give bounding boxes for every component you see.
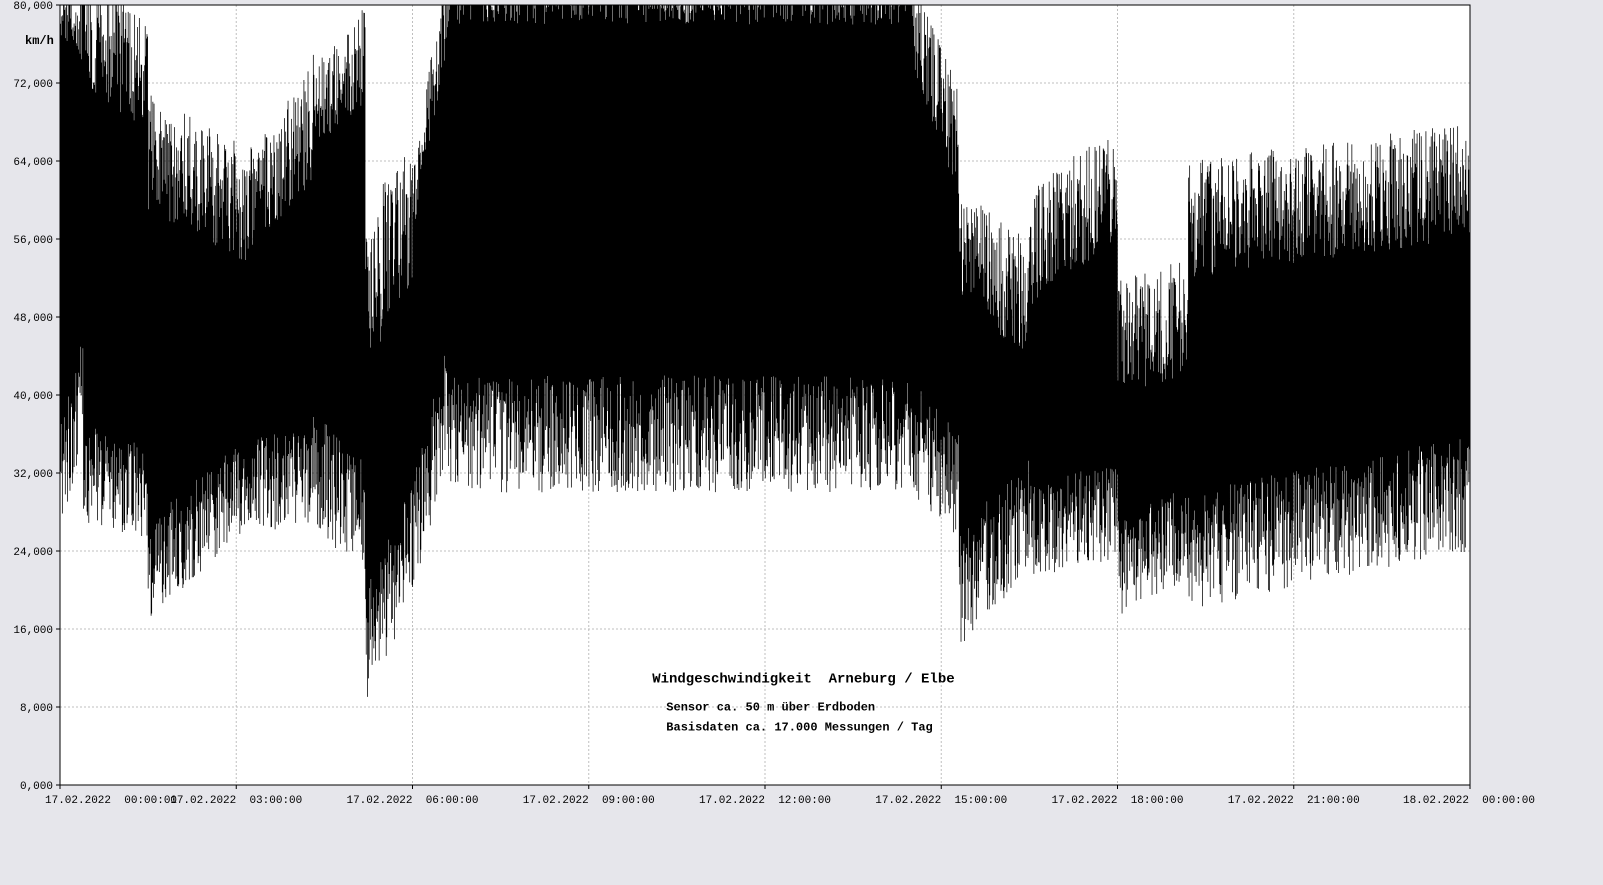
- ytick-label: 32,000: [13, 469, 53, 481]
- xtick-label: 17.02.2022 18:00:00: [1051, 795, 1183, 807]
- xtick-label: 17.02.2022 15:00:00: [875, 795, 1007, 807]
- ytick-label: 40,000: [13, 391, 53, 403]
- xtick-label: 17.02.2022 00:00:00: [45, 795, 177, 807]
- xtick-label: 17.02.2022 09:00:00: [523, 795, 655, 807]
- ytick-label: 48,000: [13, 313, 53, 325]
- ytick-label: 72,000: [13, 79, 53, 91]
- ytick-label: 8,000: [20, 703, 53, 715]
- xtick-label: 17.02.2022 03:00:00: [170, 795, 302, 807]
- chart-title: Windgeschwindigkeit Arneburg / Elbe: [652, 672, 954, 688]
- ytick-label: 56,000: [13, 235, 53, 247]
- ytick-label: 0,000: [20, 781, 53, 793]
- ytick-label: 80,000: [13, 1, 53, 13]
- ytick-label: 16,000: [13, 625, 53, 637]
- wind-chart-svg: 0,000 8,000 16,000 24,000 32,000 40,000 48,000…: [0, 0, 1603, 885]
- ytick-label: 64,000: [13, 157, 53, 169]
- wind-chart-container: 0,000 8,000 16,000 24,000 32,000 40,000 48,000…: [0, 0, 1603, 885]
- ytick-label: 24,000: [13, 547, 53, 559]
- xtick-label: 17.02.2022 06:00:00: [346, 795, 478, 807]
- xtick-label: 17.02.2022 12:00:00: [699, 795, 831, 807]
- y-axis-label: km/h: [25, 34, 54, 48]
- chart-subtitle: Sensor ca. 50 m über Erdboden: [666, 701, 875, 715]
- xtick-label: 17.02.2022 21:00:00: [1228, 795, 1360, 807]
- xtick-label: 18.02.2022 00:00:00: [1403, 795, 1535, 807]
- chart-subtitle: Basisdaten ca. 17.000 Messungen / Tag: [666, 721, 932, 735]
